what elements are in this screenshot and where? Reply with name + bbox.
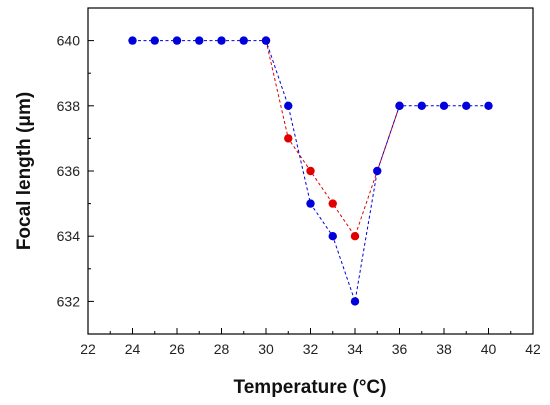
x-tick-label: 36 <box>392 341 408 357</box>
x-tick-label: 30 <box>258 341 274 357</box>
series-1-point <box>484 101 493 111</box>
series-2-point <box>350 232 360 241</box>
x-tick-label: 22 <box>80 341 96 357</box>
series-layer <box>128 36 493 306</box>
series-1-point <box>328 232 337 241</box>
x-tick-label: 40 <box>481 341 497 357</box>
x-tick-label: 24 <box>125 341 141 357</box>
series-1-point <box>306 199 315 208</box>
y-tick-label: 636 <box>57 163 81 179</box>
series-1-point <box>150 36 159 45</box>
axis-ticks: 22 24 26 28 30 32 34 36 38 40 42 632 634 636 638 640 <box>57 7 541 357</box>
series-1-point <box>284 101 293 111</box>
series-1-point <box>373 166 382 176</box>
series-1-point <box>350 297 360 306</box>
x-tick-label: 32 <box>303 341 319 357</box>
x-tick-label: 38 <box>436 341 452 357</box>
x-tick-label: 26 <box>169 341 185 357</box>
series-1 <box>128 36 493 306</box>
x-tick-label: 42 <box>525 341 541 357</box>
series-1-point <box>128 36 137 45</box>
series-1-point <box>462 101 471 111</box>
series-1-point <box>217 36 226 45</box>
series-2-point <box>328 199 337 208</box>
series-1-point <box>195 36 204 45</box>
series-2-line <box>265 40 400 238</box>
series-1-point <box>417 101 426 111</box>
series-1-point <box>261 36 271 45</box>
series-2-point <box>284 134 293 143</box>
y-tick-label: 632 <box>57 293 81 309</box>
series-1-point <box>239 36 248 45</box>
y-tick-label: 634 <box>57 228 81 244</box>
x-tick-label: 28 <box>214 341 230 357</box>
series-1-point <box>395 101 404 111</box>
series-1-point <box>439 101 449 111</box>
x-tick-label: 34 <box>347 341 363 357</box>
series-2-point <box>306 166 315 176</box>
series-1-point <box>172 36 182 45</box>
y-tick-label: 638 <box>57 98 81 114</box>
series-2 <box>261 36 404 241</box>
x-axis-title: Temperature (°C) <box>234 377 387 398</box>
y-axis-title: Focal length (μm) <box>14 92 35 250</box>
y-tick-label: 640 <box>57 33 81 49</box>
